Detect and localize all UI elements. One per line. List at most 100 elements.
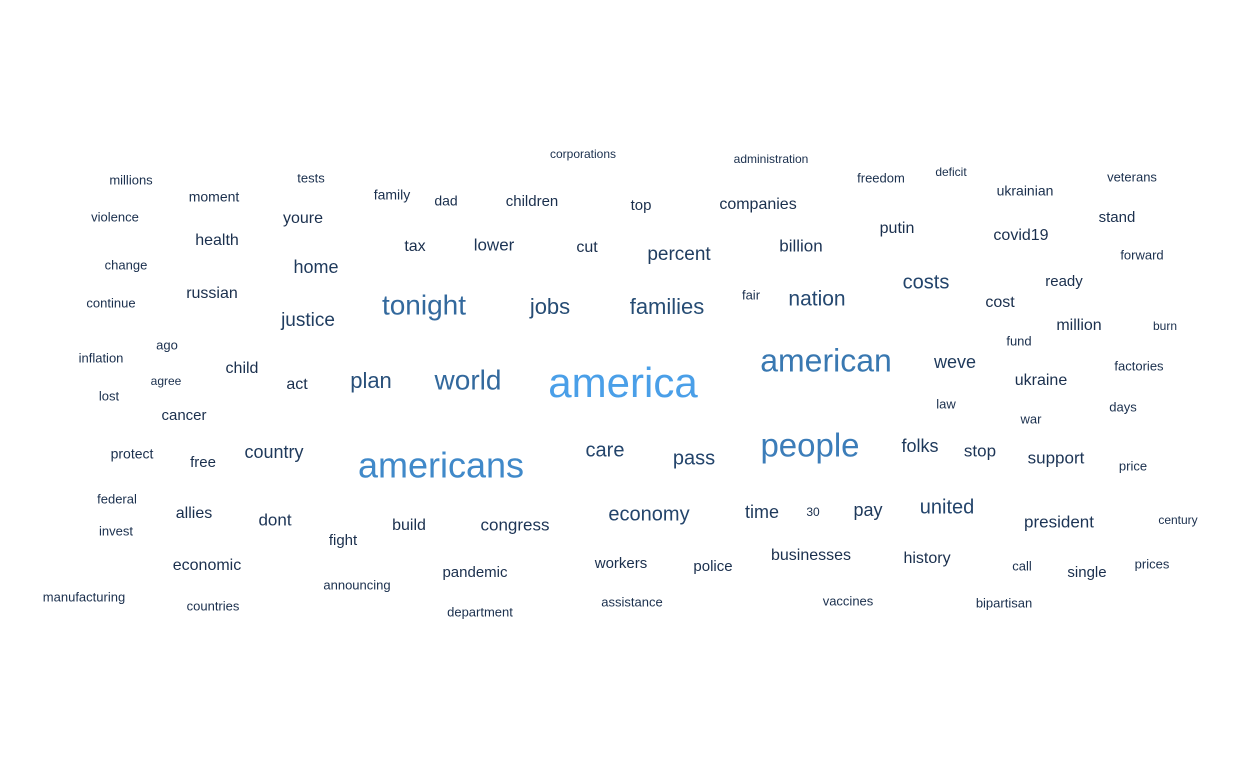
word-companies: companies xyxy=(719,196,796,213)
word-century: century xyxy=(1158,513,1197,527)
word-care: care xyxy=(586,439,625,461)
word-allies: allies xyxy=(176,505,212,522)
word-americans: americans xyxy=(358,445,524,486)
word-families: families xyxy=(630,294,705,319)
word-home: home xyxy=(293,257,338,277)
word-tests: tests xyxy=(297,170,325,185)
word-pass: pass xyxy=(673,447,715,469)
word-tax: tax xyxy=(404,238,425,255)
word-tonight: tonight xyxy=(382,289,466,320)
word-support: support xyxy=(1028,448,1085,467)
word-history: history xyxy=(903,550,950,567)
word-ukrainian: ukrainian xyxy=(997,183,1054,199)
word-stand: stand xyxy=(1099,209,1136,226)
word-pandemic: pandemic xyxy=(442,564,508,581)
word-call: call xyxy=(1012,558,1032,573)
word-putin: putin xyxy=(880,220,915,237)
word-million: million xyxy=(1056,317,1101,334)
word-america: america xyxy=(548,359,698,406)
word-folks: folks xyxy=(901,436,938,456)
word-free: free xyxy=(190,454,216,471)
word-police: police xyxy=(693,558,732,575)
word-child: child xyxy=(226,360,259,377)
word-bipartisan: bipartisan xyxy=(976,595,1032,610)
word-businesses: businesses xyxy=(771,547,851,564)
word-burn: burn xyxy=(1153,319,1177,333)
word-days: days xyxy=(1109,399,1137,414)
word-freedom: freedom xyxy=(857,170,905,185)
word-ukraine: ukraine xyxy=(1015,372,1068,389)
word-lower: lower xyxy=(474,235,515,254)
word-united: united xyxy=(920,496,975,518)
word-corporations: corporations xyxy=(550,147,616,161)
word-weve: weve xyxy=(933,352,976,372)
word-economic: economic xyxy=(173,557,241,574)
word-time: time xyxy=(745,502,779,522)
word-people: people xyxy=(760,427,859,464)
word-russian: russian xyxy=(186,285,238,302)
word-top: top xyxy=(631,197,652,214)
word-agree: agree xyxy=(151,374,182,388)
word-protect: protect xyxy=(111,446,154,462)
word-inflation: inflation xyxy=(79,350,124,365)
word-children: children xyxy=(506,193,559,210)
word-countries: countries xyxy=(187,598,240,613)
word-billion: billion xyxy=(779,236,822,255)
word-costs: costs xyxy=(903,271,950,293)
word-percent: percent xyxy=(647,244,711,265)
word-assistance: assistance xyxy=(601,594,662,609)
word-dad: dad xyxy=(434,193,457,209)
word-jobs: jobs xyxy=(529,294,570,319)
word-congress: congress xyxy=(481,515,550,534)
word-youre: youre xyxy=(283,210,323,227)
word-administration: administration xyxy=(734,152,809,166)
word-lost: lost xyxy=(99,388,120,403)
word-price: price xyxy=(1119,458,1147,473)
word-world: world xyxy=(434,364,502,395)
word-family: family xyxy=(374,187,411,203)
word-ready: ready xyxy=(1045,273,1083,290)
word-department: department xyxy=(447,604,513,619)
word-veterans: veterans xyxy=(1107,169,1157,184)
word-violence: violence xyxy=(91,209,139,224)
word-cut: cut xyxy=(576,239,598,256)
word-law: law xyxy=(936,396,956,411)
word-moment: moment xyxy=(189,189,240,205)
word-manufacturing: manufacturing xyxy=(43,589,125,604)
word-millions: millions xyxy=(109,172,153,187)
word-justice: justice xyxy=(280,310,335,331)
word-cancer: cancer xyxy=(161,407,206,424)
word-workers: workers xyxy=(594,555,648,572)
word-cost: cost xyxy=(985,294,1015,311)
word-dont: dont xyxy=(258,510,291,529)
word-war: war xyxy=(1020,411,1043,426)
word-ago: ago xyxy=(156,337,178,352)
word-change: change xyxy=(105,257,148,272)
word-30: 30 xyxy=(806,505,820,519)
word-fund: fund xyxy=(1006,333,1031,348)
word-fair: fair xyxy=(742,287,761,302)
word-federal: federal xyxy=(97,491,137,506)
word-president: president xyxy=(1024,512,1094,531)
word-continue: continue xyxy=(86,295,135,310)
word-fight: fight xyxy=(329,532,358,549)
word-invest: invest xyxy=(99,523,133,538)
word-american: american xyxy=(760,342,892,378)
word-single: single xyxy=(1067,564,1106,581)
word-build: build xyxy=(392,517,426,534)
word-covid19: covid19 xyxy=(993,227,1048,244)
word-stop: stop xyxy=(964,441,996,460)
word-factories: factories xyxy=(1114,358,1164,373)
word-country: country xyxy=(244,442,303,462)
word-forward: forward xyxy=(1120,247,1163,262)
word-act: act xyxy=(286,376,308,393)
word-deficit: deficit xyxy=(935,165,967,179)
word-plan: plan xyxy=(350,368,392,393)
word-pay: pay xyxy=(853,500,882,520)
word-health: health xyxy=(195,232,239,249)
word-prices: prices xyxy=(1135,556,1170,571)
word-economy: economy xyxy=(608,503,689,525)
word-nation: nation xyxy=(788,288,845,311)
word-vaccines: vaccines xyxy=(823,593,874,608)
